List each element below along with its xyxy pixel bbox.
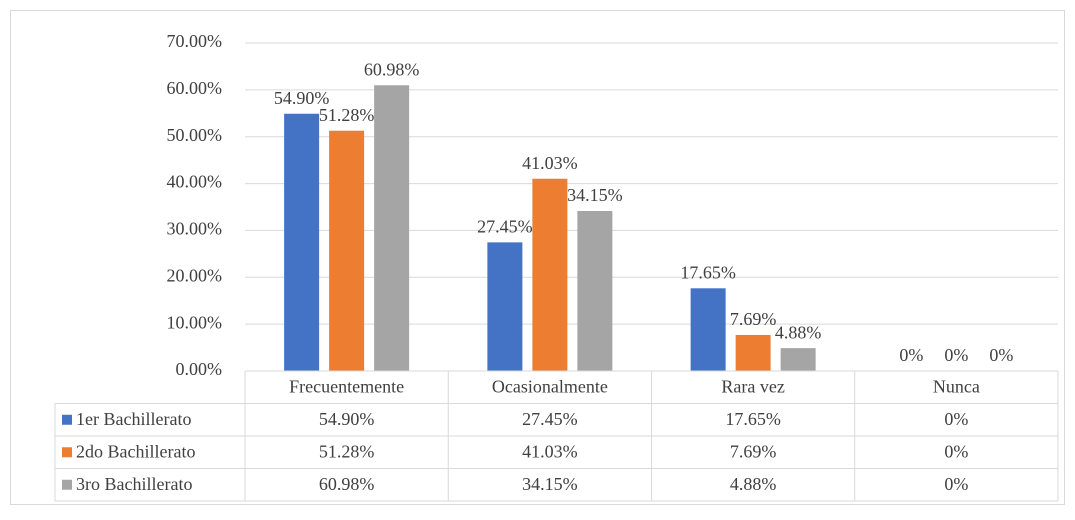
x-tick-label: Ocasionalmente [492, 376, 608, 396]
table-cell: 34.15% [522, 474, 578, 494]
table-cell: 0% [944, 409, 968, 429]
bar [329, 130, 365, 371]
table-cell: 27.45% [522, 409, 578, 429]
data-label: 7.69% [730, 309, 777, 329]
bar [735, 334, 771, 371]
table-cell: 60.98% [319, 474, 375, 494]
x-tick-label: Rara vez [721, 376, 784, 396]
bar [690, 288, 726, 371]
data-label: 34.15% [567, 185, 623, 205]
legend-key [62, 479, 72, 490]
table-cell: 41.03% [522, 441, 578, 461]
legend-label: 2do Bachillerato [76, 441, 195, 461]
data-label: 4.88% [775, 322, 822, 342]
data-label: 41.03% [522, 153, 578, 173]
x-tick-label: Frecuentemente [289, 376, 404, 396]
y-tick-label: 70.00% [167, 31, 223, 51]
data-label: 0% [899, 345, 923, 365]
y-tick-label: 60.00% [167, 78, 223, 98]
legend-key [62, 414, 72, 425]
y-tick-label: 0.00% [176, 359, 223, 379]
bar [780, 348, 816, 371]
legend-label: 1er Bachillerato [76, 409, 191, 429]
y-tick-label: 30.00% [167, 219, 223, 239]
bar [532, 178, 568, 371]
data-label: 54.90% [274, 88, 330, 108]
bar [284, 113, 320, 372]
x-tick-label: Nunca [933, 376, 980, 396]
y-tick-label: 50.00% [167, 125, 223, 145]
y-tick-label: 40.00% [167, 172, 223, 192]
legend-key [62, 447, 72, 458]
data-label: 60.98% [364, 59, 420, 79]
table-cell: 0% [944, 441, 968, 461]
data-label: 17.65% [680, 262, 736, 282]
data-label: 27.45% [477, 217, 533, 237]
data-label: 51.28% [319, 105, 375, 125]
bar [487, 242, 523, 371]
legend-label: 3ro Bachillerato [76, 474, 192, 494]
data-label: 0% [989, 345, 1013, 365]
y-tick-label: 10.00% [167, 312, 223, 332]
bar [374, 85, 410, 372]
table-cell: 4.88% [730, 474, 777, 494]
table-cell: 51.28% [319, 441, 375, 461]
table-cell: 17.65% [725, 409, 781, 429]
table-cell: 7.69% [730, 441, 777, 461]
table-cell: 0% [944, 474, 968, 494]
data-label: 0% [944, 345, 968, 365]
bar [577, 210, 613, 371]
table-cell: 54.90% [319, 409, 375, 429]
y-tick-label: 20.00% [167, 265, 223, 285]
